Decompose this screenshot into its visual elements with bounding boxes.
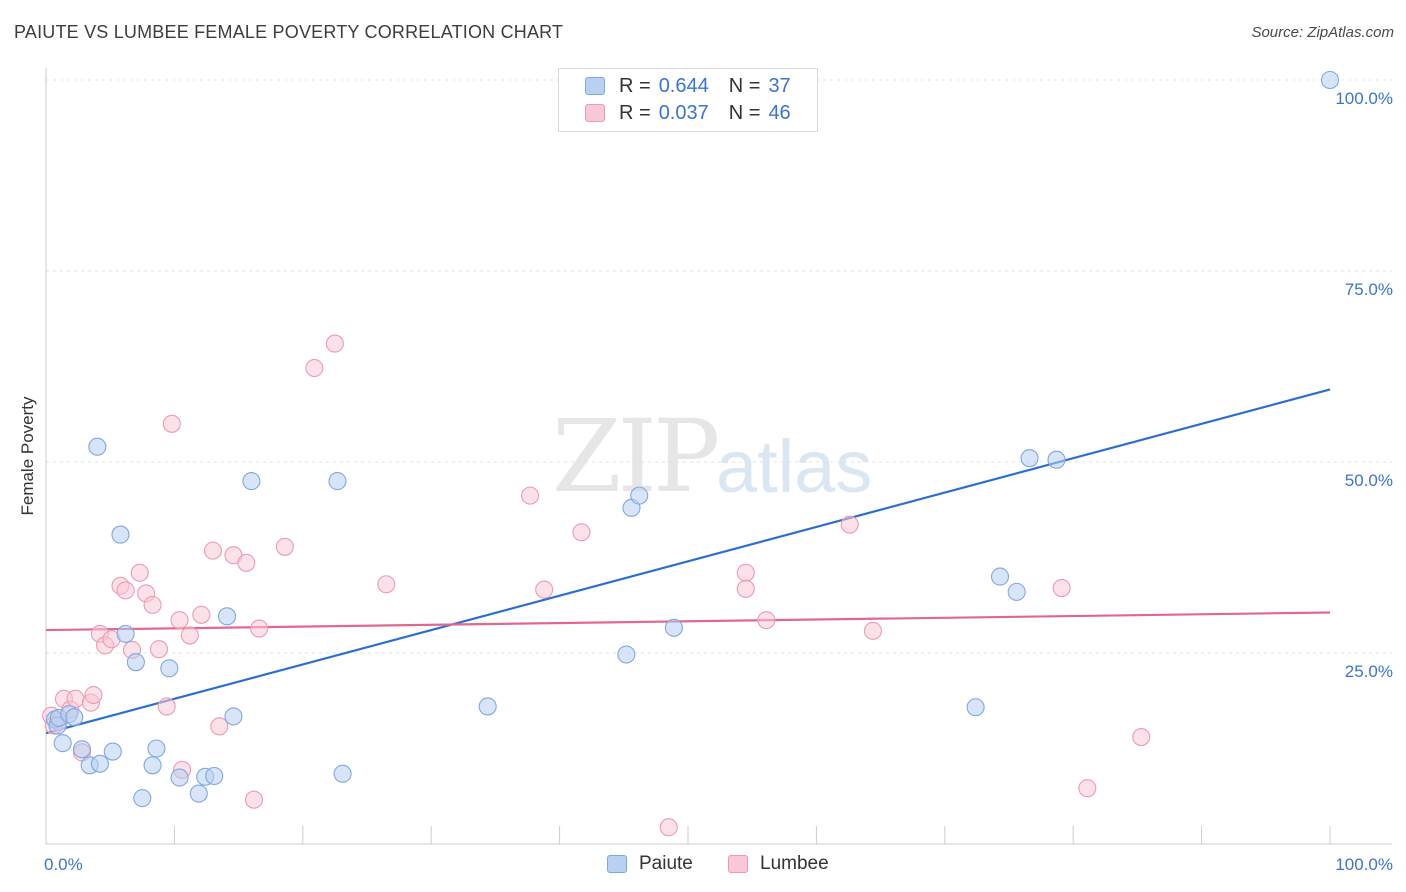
paiute-point (133, 789, 152, 808)
chart-title: PAIUTE VS LUMBEE FEMALE POVERTY CORRELAT… (14, 22, 564, 42)
lumbee-swatch (585, 104, 605, 122)
paiute-point (189, 784, 208, 803)
lumbee-point (143, 595, 162, 614)
lumbee-point (84, 685, 103, 705)
lumbee-point (180, 626, 199, 645)
paiute-point (111, 525, 130, 544)
lumbee-point (305, 358, 324, 378)
lumbee-point (66, 689, 85, 708)
lumbee-point (244, 790, 264, 809)
legend-row-paiute: R = 0.644 N = 37 (585, 73, 791, 99)
paiute-point (664, 618, 683, 637)
correlation-legend: R = 0.644 N = 37 R = 0.037 N = 46 (558, 68, 818, 132)
paiute-point (205, 766, 224, 786)
n-value: 37 (768, 74, 791, 97)
n-value: 46 (768, 101, 791, 124)
paiute-point (170, 768, 189, 787)
paiute-point (1047, 450, 1066, 469)
paiute-point (1007, 582, 1026, 601)
n-label: N = (728, 74, 761, 97)
paiute-point (617, 645, 636, 664)
y-tick-label: 100.0% (1335, 89, 1393, 108)
legend-row-lumbee: R = 0.037 N = 46 (585, 100, 791, 126)
y-tick-label: 25.0% (1345, 662, 1393, 681)
paiute-point (328, 472, 347, 491)
paiute-point (160, 659, 179, 678)
lumbee-point (1078, 779, 1097, 798)
y-tick-label: 75.0% (1345, 280, 1393, 299)
paiute-legend-swatch (607, 855, 627, 873)
paiute-point (224, 707, 243, 726)
paiute-point (53, 734, 72, 753)
lumbee-point (377, 575, 396, 594)
bottom-legend-lumbee: Lumbee (728, 851, 829, 877)
lumbee-point (162, 414, 181, 433)
lumbee-point (192, 605, 211, 624)
lumbee-point (535, 580, 554, 599)
paiute-point (242, 472, 261, 491)
y-tick-label: 50.0% (1345, 471, 1393, 490)
lumbee-point (1132, 727, 1151, 747)
lumbee-point (736, 579, 755, 598)
lumbee-trend-line (45, 611, 1331, 632)
paiute-point (147, 739, 166, 758)
paiute-point (65, 708, 84, 727)
lumbee-point (521, 486, 540, 505)
paiute-point (126, 653, 145, 672)
r-label: R = (619, 101, 651, 124)
lumbee-point (659, 818, 678, 837)
r-value: 0.037 (658, 101, 709, 124)
lumbee-point (757, 611, 776, 630)
lumbee-legend-label: Lumbee (760, 853, 829, 874)
paiute-point (143, 756, 162, 775)
paiute-point (1020, 449, 1039, 468)
lumbee-point (210, 717, 229, 736)
paiute-point (478, 697, 497, 716)
paiute-point (990, 567, 1010, 586)
lumbee-point (840, 515, 859, 534)
lumbee-point (116, 581, 135, 600)
x-tick-label-right: 100.0% (1335, 855, 1393, 874)
lumbee-point (572, 523, 591, 542)
lumbee-point (130, 563, 149, 582)
y-axis-label: Female Poverty (18, 396, 37, 516)
n-label: N = (728, 101, 761, 124)
paiute-trend-line (45, 388, 1331, 735)
x-tick-label-left: 0.0% (44, 855, 83, 874)
lumbee-point (157, 697, 176, 716)
r-label: R = (619, 74, 651, 97)
axes (45, 68, 1392, 845)
lumbee-point (863, 621, 882, 640)
tick-labels: 25.0% 50.0% 75.0% 100.0% 0.0% 100.0% (44, 89, 1393, 874)
source-label: Source: ZipAtlas.com (1251, 24, 1394, 41)
lumbee-point (1052, 579, 1071, 598)
lumbee-point (275, 537, 294, 556)
paiute-point (90, 754, 109, 773)
paiute-point (103, 742, 122, 761)
lumbee-legend-swatch (728, 855, 748, 873)
lumbee-point (149, 640, 169, 659)
paiute-point (217, 607, 237, 626)
watermark-atlas: atlas (716, 425, 873, 508)
bottom-legend-paiute: Paiute (607, 851, 693, 877)
paiute-point (88, 437, 107, 456)
lumbee-point (237, 553, 256, 572)
lumbee-point (170, 611, 189, 630)
paiute-point (333, 764, 352, 783)
paiute-legend-label: Paiute (639, 853, 693, 874)
paiute-swatch (585, 77, 605, 95)
lumbee-point (203, 541, 222, 560)
paiute-point (72, 740, 92, 759)
paiute-point (1320, 70, 1340, 90)
lumbee-point (325, 334, 344, 353)
data-points (42, 70, 1340, 837)
lumbee-point (250, 619, 269, 638)
r-value: 0.644 (658, 74, 709, 97)
paiute-point (630, 486, 649, 505)
paiute-point (966, 698, 985, 717)
paiute-point (116, 624, 135, 643)
lumbee-point (736, 563, 755, 582)
